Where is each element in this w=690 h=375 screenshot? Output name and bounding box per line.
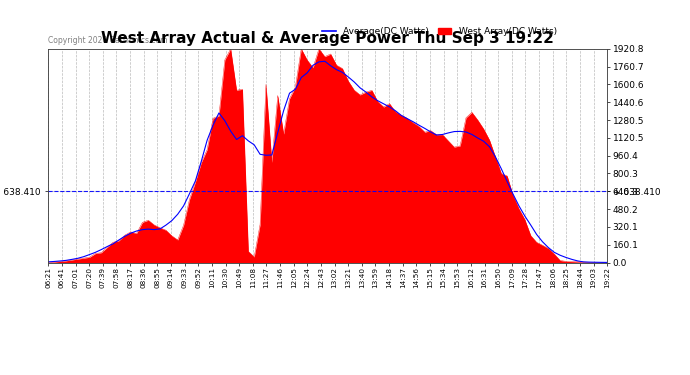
Title: West Array Actual & Average Power Thu Sep 3 19:22: West Array Actual & Average Power Thu Se… [101,31,554,46]
Legend: Average(DC Watts), West Array(DC Watts): Average(DC Watts), West Array(DC Watts) [319,23,560,39]
Text: Copyright 2020 Cartronics.com: Copyright 2020 Cartronics.com [48,36,168,45]
